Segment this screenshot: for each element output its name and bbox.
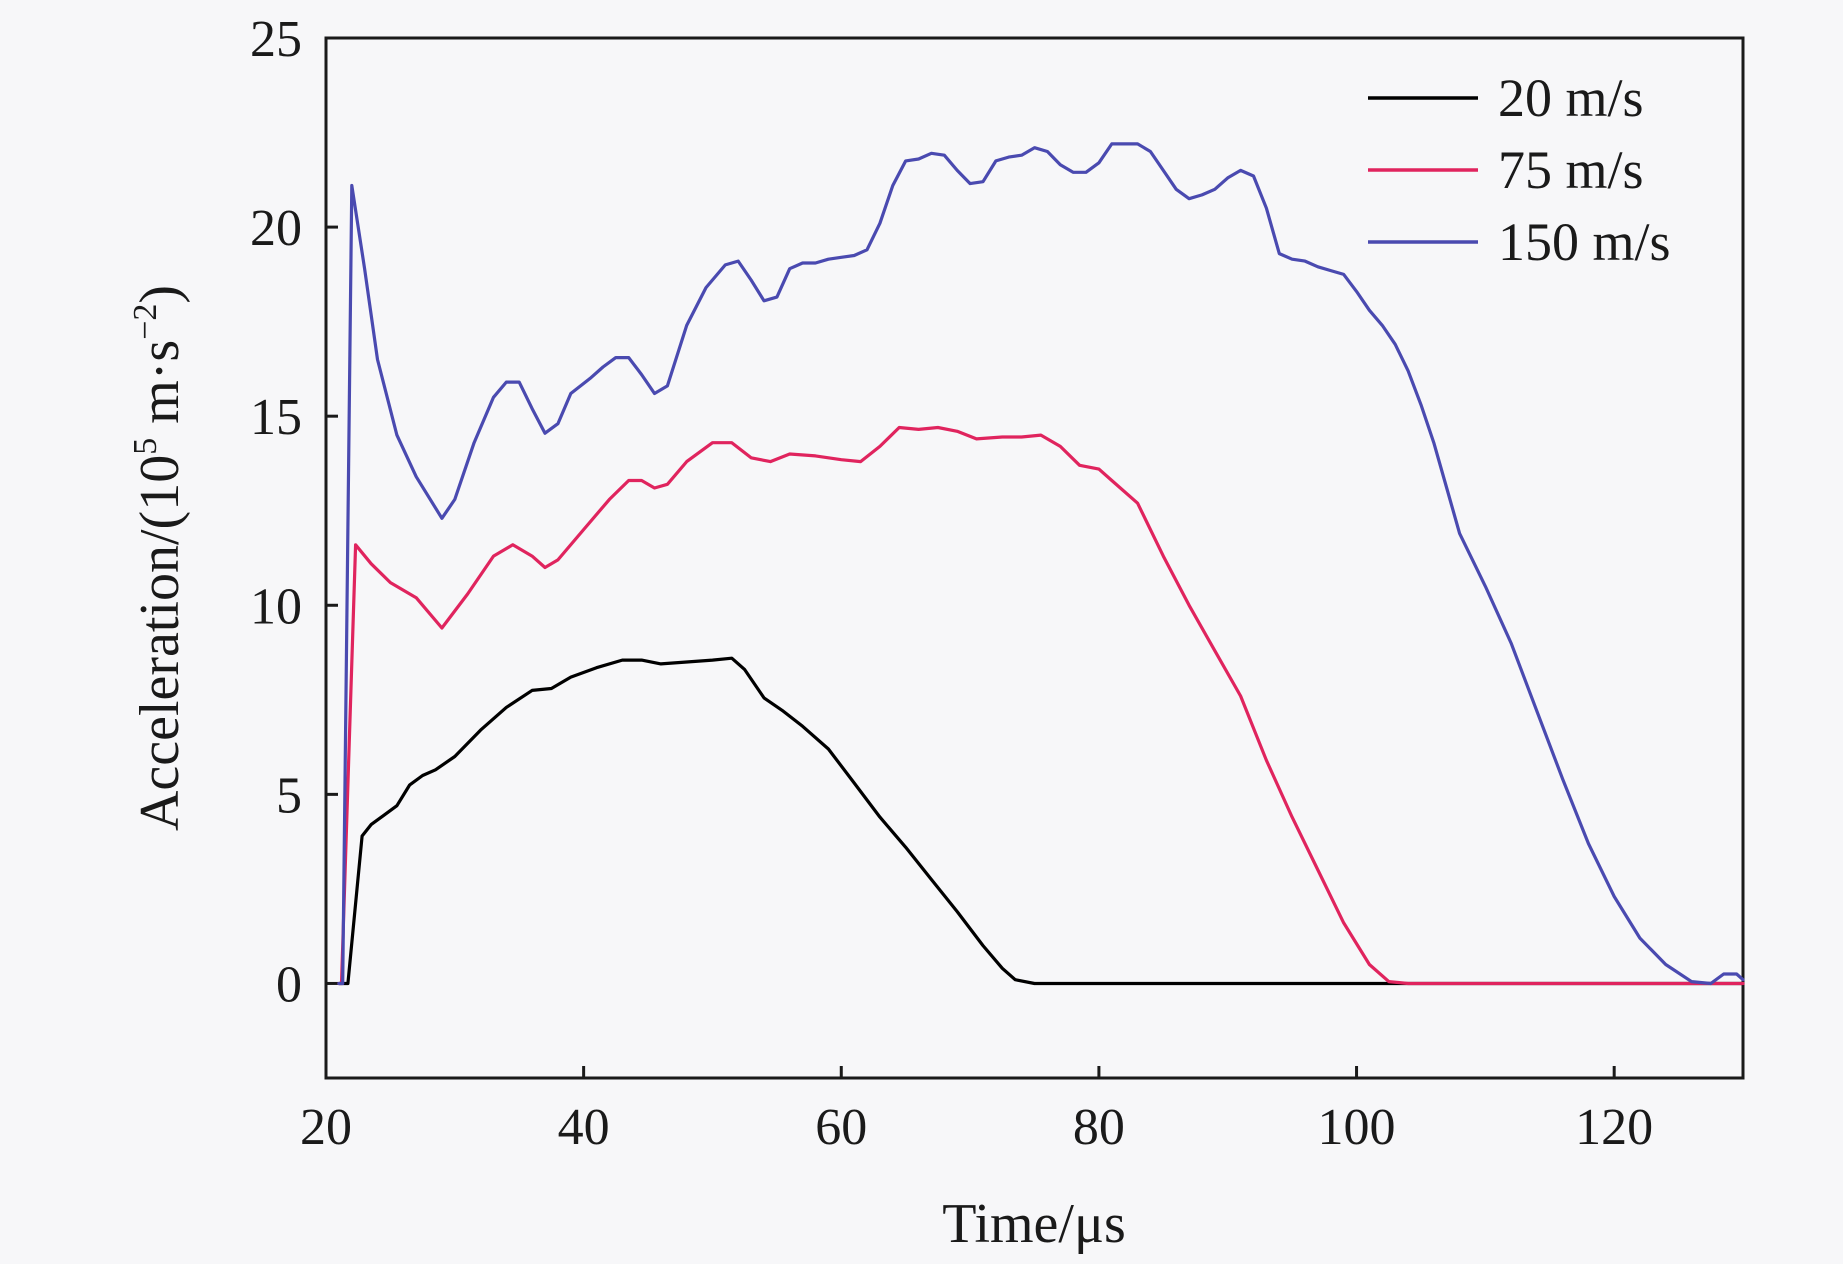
legend: 20 m/s 75 m/s 150 m/s xyxy=(1368,68,1671,272)
x-axis-ticks: 20 40 60 80 100 120 xyxy=(300,1066,1653,1156)
series-line-2 xyxy=(337,142,1745,986)
x-tick-label: 60 xyxy=(815,1099,867,1156)
series-lines xyxy=(337,142,1745,986)
x-tick-label: 40 xyxy=(558,1099,610,1156)
y-tick-label: 5 xyxy=(276,767,302,824)
y-tick-label: 0 xyxy=(276,956,302,1013)
legend-label-0: 20 m/s xyxy=(1498,68,1644,128)
x-tick-label: 80 xyxy=(1073,1099,1125,1156)
series-line-1 xyxy=(337,425,1745,986)
y-axis-label: Acceleration/(105 m·s−2) xyxy=(127,285,191,831)
x-axis-label: Time/μs xyxy=(942,1193,1126,1255)
y-axis-ticks: 0 5 10 15 20 25 xyxy=(250,11,338,1013)
legend-label-2: 150 m/s xyxy=(1498,212,1671,272)
y-tick-label: 25 xyxy=(250,11,302,68)
plot-frame xyxy=(324,36,1745,1080)
x-tick-label: 20 xyxy=(300,1099,352,1156)
y-tick-label: 10 xyxy=(250,578,302,635)
legend-label-1: 75 m/s xyxy=(1498,140,1644,200)
series-line-0 xyxy=(337,656,1745,986)
x-tick-label: 120 xyxy=(1575,1099,1653,1156)
y-tick-label: 15 xyxy=(250,389,302,446)
y-tick-label: 20 xyxy=(250,200,302,257)
x-tick-label: 100 xyxy=(1318,1099,1396,1156)
